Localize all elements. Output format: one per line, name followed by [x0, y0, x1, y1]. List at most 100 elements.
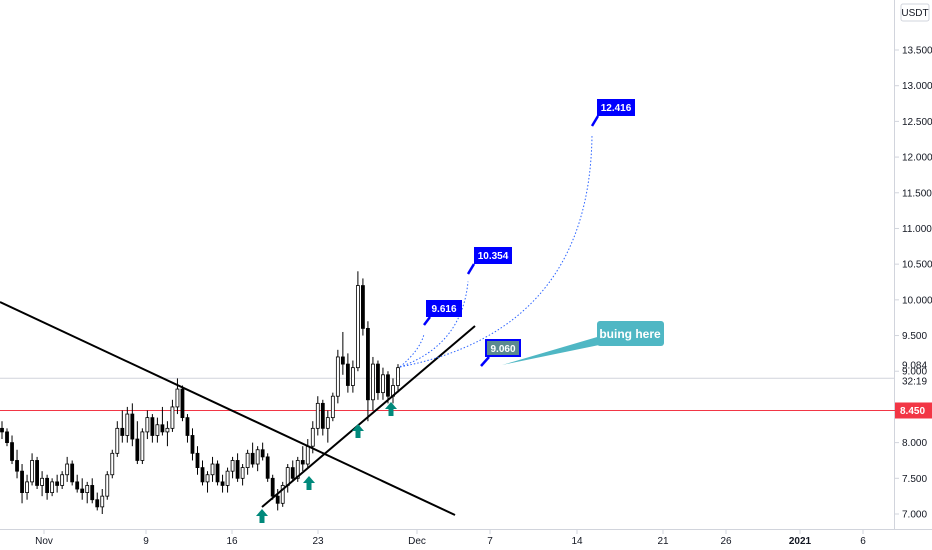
x-tick-label: Dec: [408, 536, 426, 547]
candle: [250, 442, 255, 468]
note-callout-pointer: [502, 335, 604, 365]
x-tick-label: 7: [487, 536, 493, 547]
y-tick-10: 12.000: [895, 153, 932, 164]
y-tick-1: 7.500: [895, 474, 927, 485]
candle: [265, 453, 270, 482]
candle-body: [80, 488, 85, 493]
candle-body: [30, 460, 34, 483]
candle: [190, 428, 195, 461]
candle-body: [300, 460, 305, 465]
candle-body: [371, 363, 375, 401]
level-badge-box: [895, 402, 932, 419]
candle-body: [340, 356, 345, 365]
candle-body: [120, 427, 125, 436]
y-tick-label: 8.000: [902, 438, 927, 449]
candle: [290, 460, 295, 482]
candle: [70, 460, 75, 486]
candle: [25, 474, 29, 500]
x-tick-2: 16: [226, 530, 238, 547]
candle-body: [200, 467, 205, 483]
candle-body: [210, 463, 215, 476]
candle-body: [215, 463, 220, 483]
x-tick-6: 14: [571, 530, 583, 547]
x-tick-label: Nov: [35, 536, 53, 547]
candle: [225, 467, 230, 493]
candle: [325, 410, 330, 443]
note-callout[interactable]: buing here: [502, 321, 664, 365]
buy-arrow-icon: [352, 424, 364, 438]
buy-arrows: [256, 402, 397, 523]
candle-body: [320, 402, 325, 429]
target-callout-1[interactable]: 9.616: [423, 300, 462, 326]
candle-body: [366, 327, 370, 401]
candle: [185, 414, 190, 443]
candle-body: [190, 435, 195, 454]
candle: [240, 464, 245, 486]
target-callout-3-label: 12.416: [601, 103, 632, 114]
y-tick-0: 7.000: [895, 510, 927, 521]
candle-body: [5, 431, 9, 444]
candle-body: [150, 417, 155, 436]
candle: [396, 364, 400, 393]
y-tick-4: 9.000: [895, 367, 927, 378]
x-tick-label: 6: [860, 536, 866, 547]
candle: [140, 428, 145, 465]
candle-body: [130, 413, 135, 440]
projection-path-2: [399, 281, 469, 368]
target-callout-3[interactable]: 12.416: [590, 99, 635, 127]
candle-body: [396, 367, 400, 386]
target-callout-2-label: 10.354: [478, 251, 509, 262]
candle: [15, 449, 19, 479]
y-tick-2: 8.000: [895, 438, 927, 449]
x-tick-8: 26: [720, 530, 732, 547]
candle-series: [0, 271, 400, 514]
candle-body: [285, 467, 290, 486]
currency-badge-box[interactable]: [900, 3, 930, 22]
x-tick-label: 23: [312, 536, 324, 547]
candle: [220, 474, 225, 493]
price-axis-panel[interactable]: [895, 0, 932, 550]
y-tick-label: 11.000: [902, 224, 932, 235]
candle: [10, 435, 14, 465]
candle: [345, 353, 350, 393]
y-tick-label: 12.000: [902, 153, 932, 164]
projection-path-3: [399, 134, 593, 368]
candle-body: [305, 445, 310, 465]
candle: [350, 360, 355, 393]
trendline-resistance[interactable]: [0, 301, 456, 516]
candle: [90, 478, 95, 504]
trendline-support[interactable]: [261, 325, 476, 508]
candle: [376, 360, 380, 400]
target-callout-2[interactable]: 10.354: [466, 247, 512, 275]
candle: [280, 481, 285, 507]
candle-body: [185, 417, 190, 436]
y-tick-label: 10.500: [902, 260, 932, 271]
y-tick-label: 12.500: [902, 117, 932, 128]
level-badge: 8.450: [900, 406, 925, 417]
candle: [270, 474, 275, 500]
candle-body: [50, 481, 55, 493]
x-tick-label: 21: [657, 536, 669, 547]
candle: [80, 478, 85, 500]
candle: [30, 453, 34, 486]
candle-body: [100, 495, 105, 508]
candle-body: [386, 374, 390, 397]
candle-body: [180, 388, 185, 419]
candle: [110, 449, 115, 479]
candle: [170, 399, 175, 432]
candle-body: [220, 481, 225, 486]
x-tick-label: 2021: [789, 536, 812, 547]
candle: [255, 446, 260, 472]
candle-body: [15, 460, 19, 472]
y-tick-5: 9.500: [895, 331, 927, 342]
countdown-label: 32:19: [902, 377, 927, 388]
current-price-callout[interactable]: 9.060: [480, 339, 521, 367]
x-tick-5: 7: [487, 530, 493, 547]
candle: [195, 446, 200, 475]
x-tick-4: Dec: [408, 530, 426, 547]
candle: [160, 406, 165, 436]
candle: [315, 396, 320, 436]
candle-body: [0, 427, 4, 433]
candle: [155, 417, 160, 443]
